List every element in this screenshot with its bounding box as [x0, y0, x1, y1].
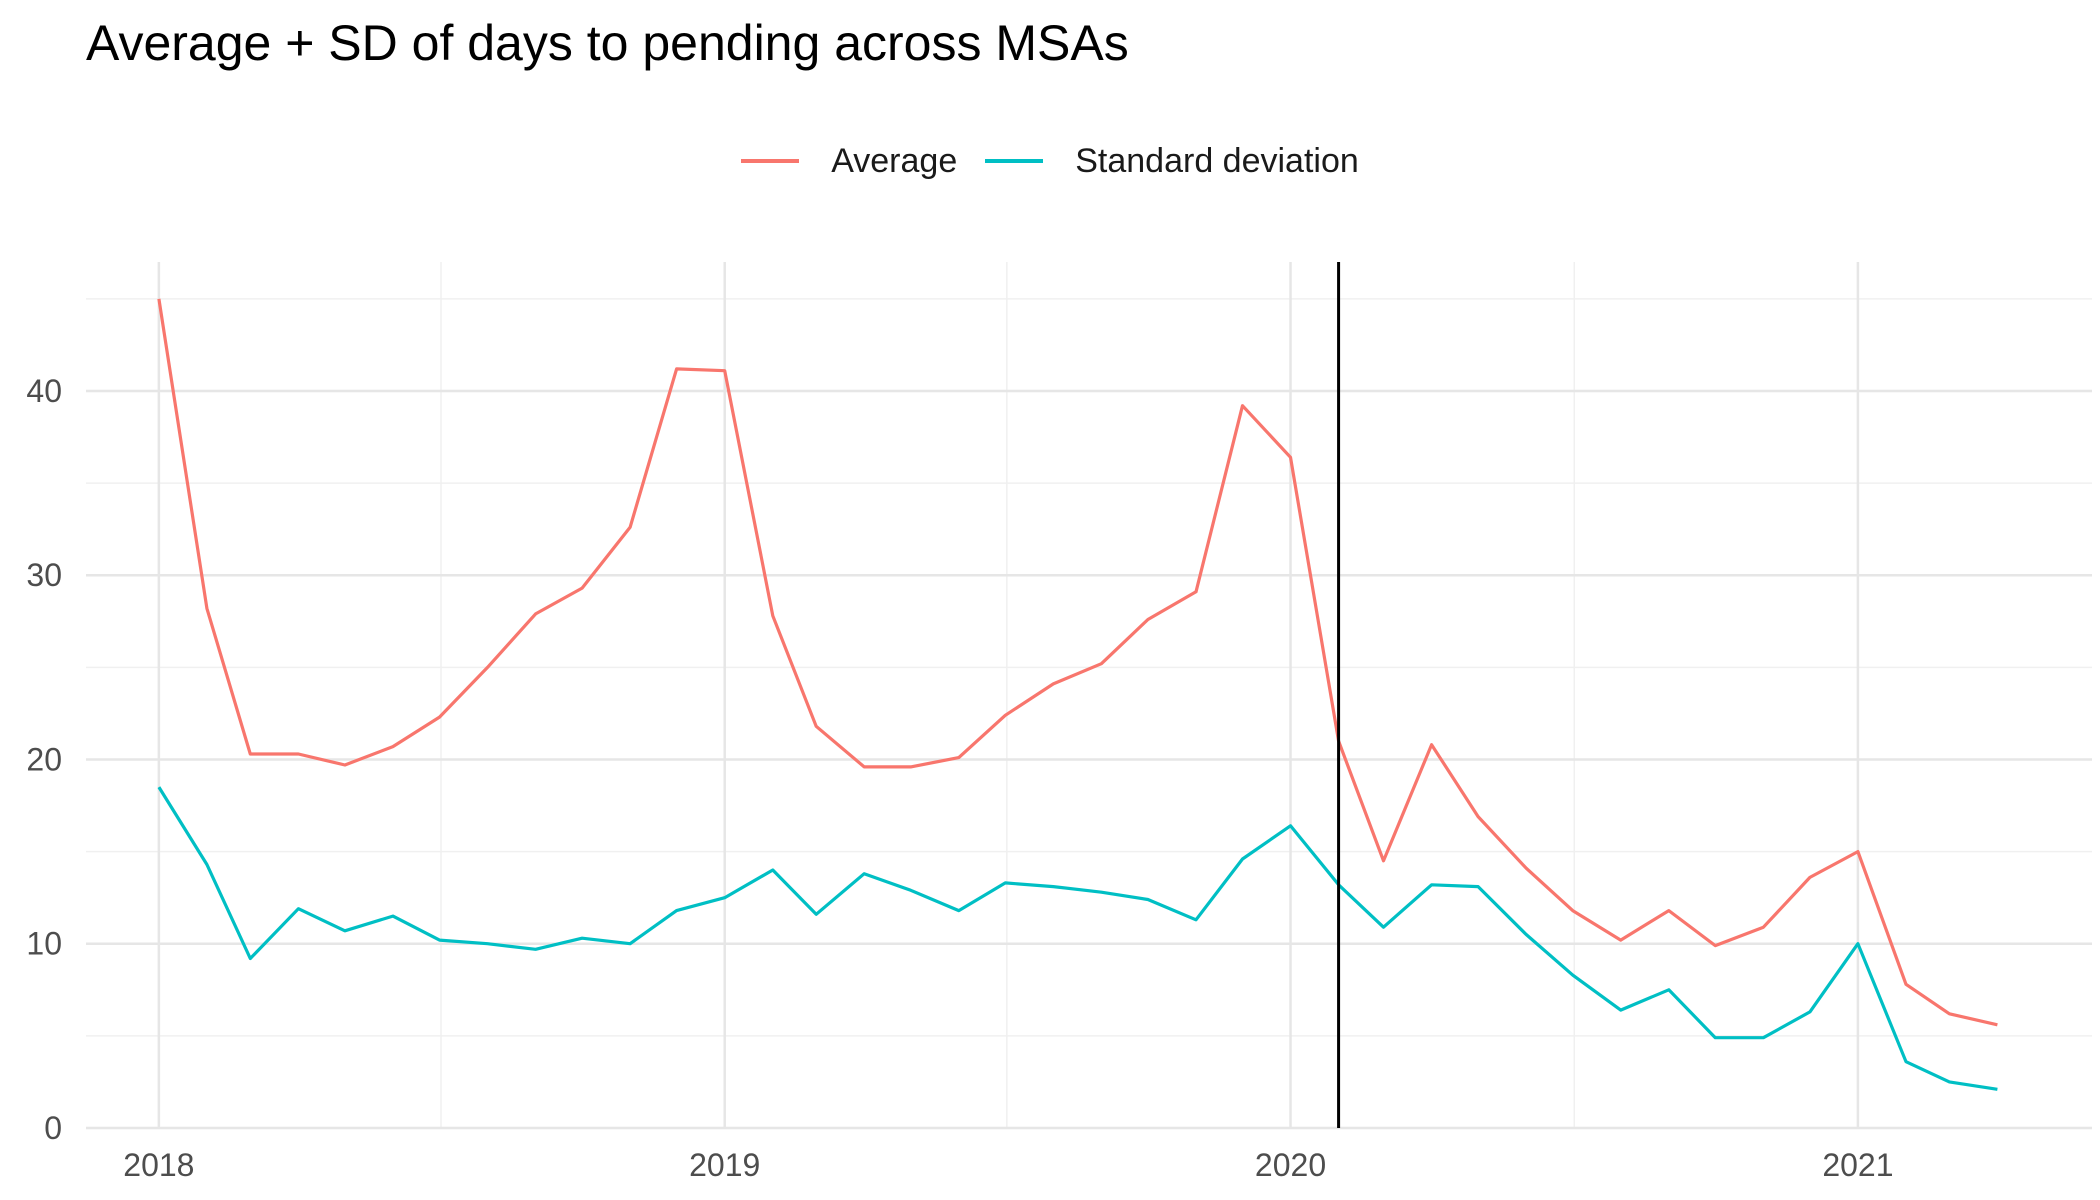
- y-tick-label: 40: [26, 373, 62, 409]
- legend-key-average: [741, 159, 800, 163]
- series-line-standard-deviation: [157, 786, 1998, 1091]
- y-tick-label: 20: [26, 741, 62, 777]
- chart-title: Average + SD of days to pending across M…: [86, 15, 1129, 71]
- x-tick-label: 2018: [123, 1147, 194, 1183]
- y-tick-label: 30: [26, 557, 62, 593]
- legend-label-standard-deviation: Standard deviation: [1075, 141, 1359, 180]
- x-tick-label: 2021: [1822, 1147, 1893, 1183]
- y-tick-label: 10: [26, 926, 62, 962]
- legend-key-standard-deviation: [985, 159, 1044, 163]
- y-tick-label: 0: [44, 1110, 62, 1146]
- series-line-average: [157, 298, 1998, 1027]
- legend: Average Standard deviation: [0, 134, 2100, 188]
- legend-item-standard-deviation: Standard deviation: [985, 142, 1359, 181]
- legend-item-average: Average: [741, 142, 957, 181]
- x-tick-label: 2020: [1255, 1147, 1326, 1183]
- legend-label-average: Average: [831, 141, 958, 180]
- x-tick-label: 2019: [689, 1147, 760, 1183]
